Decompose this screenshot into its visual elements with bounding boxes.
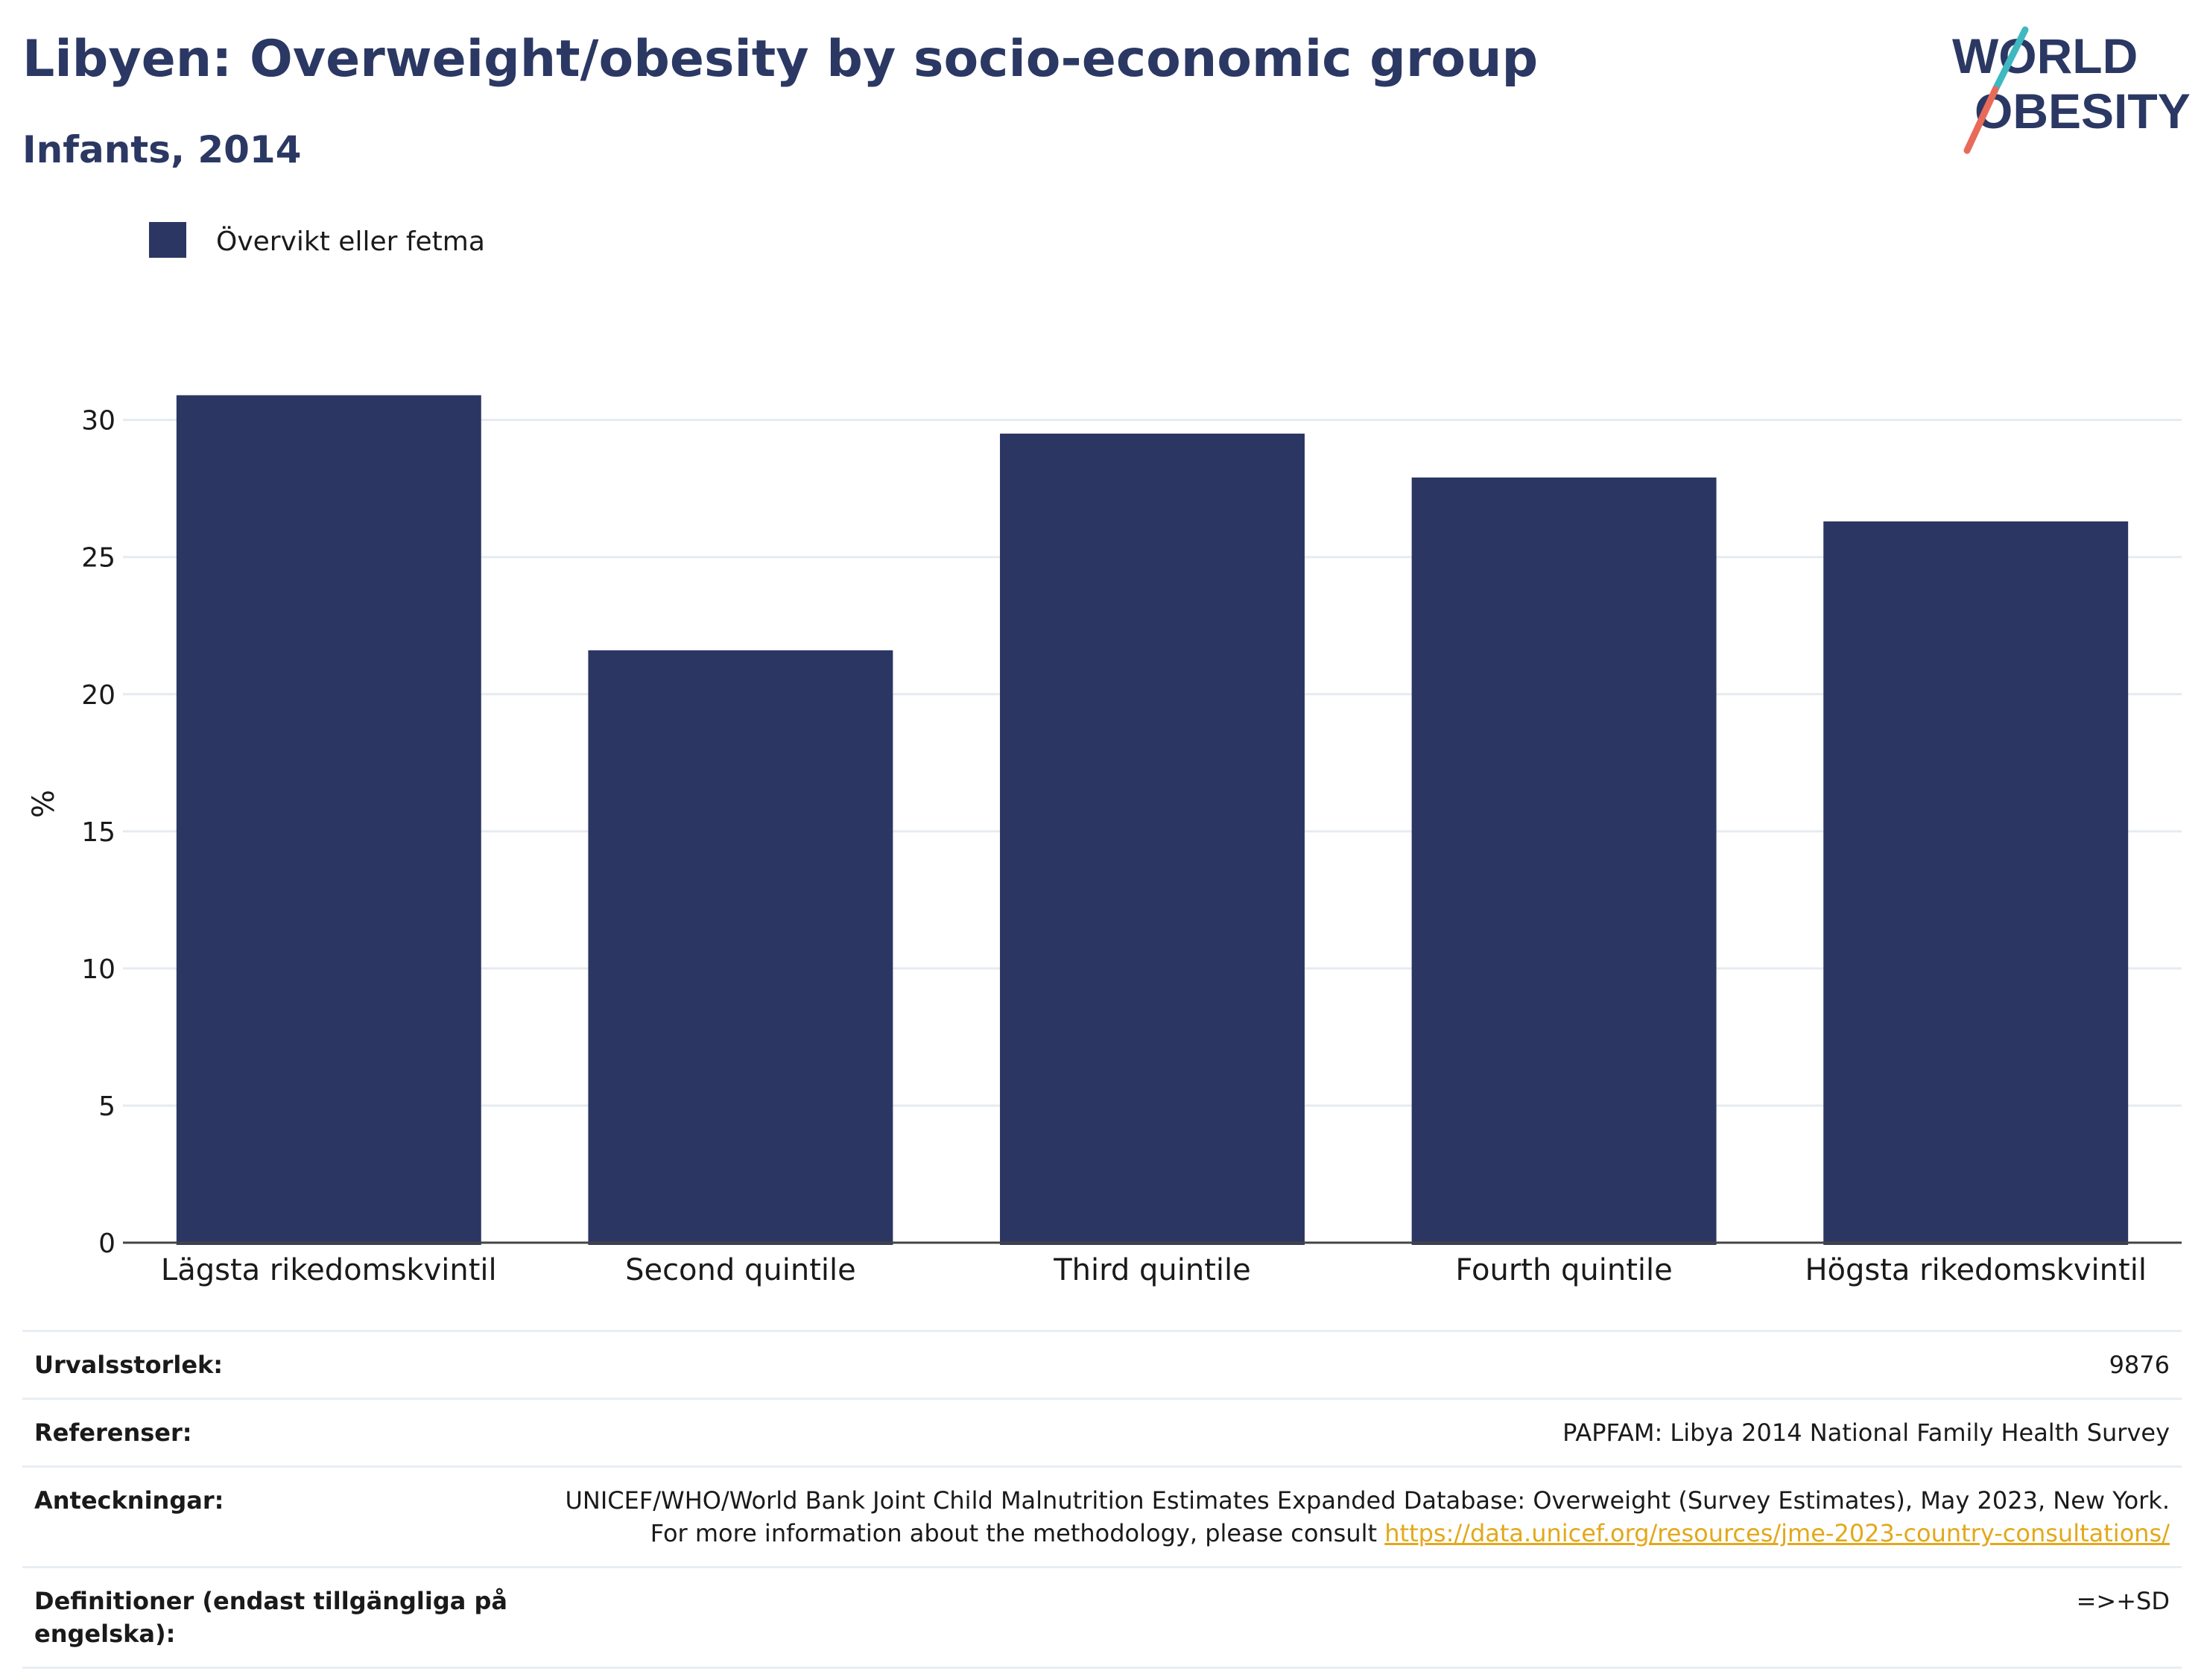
y-axis-title: % xyxy=(27,790,61,818)
y-tick-label: 10 xyxy=(81,954,115,985)
x-tick-label: Högsta rikedomskvintil xyxy=(1805,1253,2146,1287)
sample-size-label: Urvalsstorlek: xyxy=(34,1351,224,1379)
y-tick-label: 25 xyxy=(81,543,115,574)
legend-label: Övervikt eller fetma xyxy=(216,226,485,257)
bar xyxy=(588,650,893,1245)
x-tick-label: Second quintile xyxy=(625,1253,856,1287)
world-obesity-logo: WORLD OBESITY xyxy=(1952,26,2191,154)
references-label: Referenser: xyxy=(34,1419,192,1447)
x-tick-label: Lägsta rikedomskvintil xyxy=(161,1253,497,1287)
notes-value: UNICEF/WHO/World Bank Joint Child Malnut… xyxy=(531,1484,2170,1550)
y-tick-label: 20 xyxy=(81,680,115,711)
sample-size-row: Urvalsstorlek: 9876 xyxy=(22,1330,2182,1398)
bar xyxy=(176,395,481,1245)
info-table: Urvalsstorlek: 9876 Referenser: PAPFAM: … xyxy=(22,1330,2182,1669)
y-tick-label: 30 xyxy=(81,406,115,437)
notes-row: Anteckningar: UNICEF/WHO/World Bank Join… xyxy=(22,1465,2182,1566)
notes-text: UNICEF/WHO/World Bank Joint Child Malnut… xyxy=(565,1486,2170,1547)
chart-subtitle: Infants, 2014 xyxy=(22,128,302,171)
definitions-label: Definitioner (endast tillgängliga på eng… xyxy=(34,1587,507,1648)
y-tick-label: 0 xyxy=(98,1229,115,1259)
logo-slash-teal xyxy=(1992,26,2029,93)
chart-title: Libyen: Overweight/obesity by socio-econ… xyxy=(22,30,1539,89)
logo-word-world: WORLD xyxy=(1952,28,2138,83)
legend-swatch xyxy=(149,222,186,258)
logo-word-obesity: OBESITY xyxy=(1975,83,2191,139)
notes-label: Anteckningar: xyxy=(34,1486,224,1515)
sample-size-value: 9876 xyxy=(2109,1351,2170,1379)
methodology-link[interactable]: https://data.unicef.org/resources/jme-20… xyxy=(1384,1519,2170,1547)
y-tick-label: 5 xyxy=(98,1091,115,1122)
bar xyxy=(1411,477,1717,1245)
x-tick-label: Fourth quintile xyxy=(1455,1253,1672,1287)
definitions-value: =>+SD xyxy=(2076,1587,2170,1615)
bar xyxy=(1000,434,1305,1245)
y-tick-label: 15 xyxy=(81,817,115,848)
references-value: PAPFAM: Libya 2014 National Family Healt… xyxy=(1562,1419,2170,1447)
x-tick-label: Third quintile xyxy=(1053,1253,1250,1287)
logo-slash-coral xyxy=(1963,86,1999,154)
definitions-row: Definitioner (endast tillgängliga på eng… xyxy=(22,1566,2182,1669)
bar-chart: 0 5 10 15 20 25 30 Lägsta rikedomskvintil Second… xyxy=(27,222,2182,1287)
references-row: Referenser: PAPFAM: Libya 2014 National … xyxy=(22,1398,2182,1465)
bar xyxy=(1823,521,2129,1245)
